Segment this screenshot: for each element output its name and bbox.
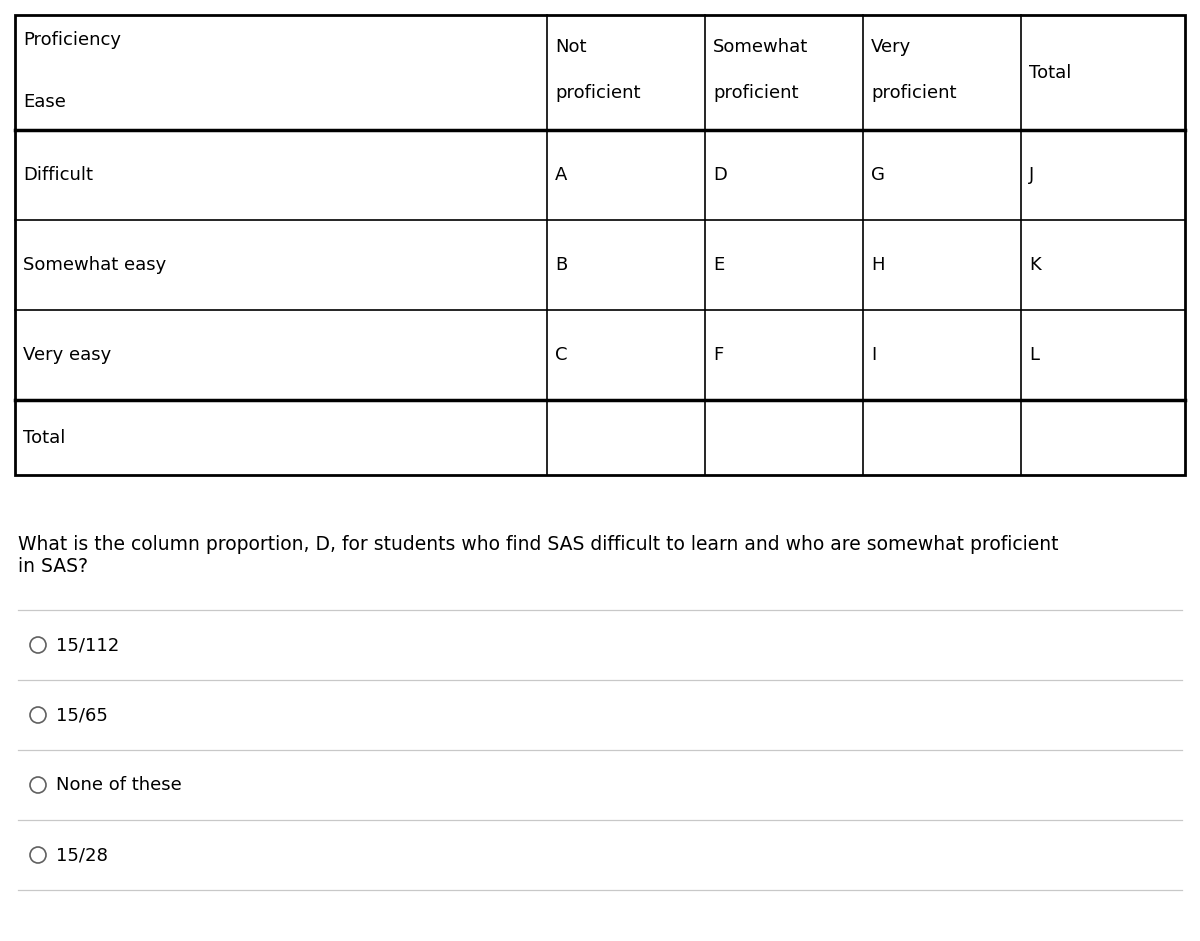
Text: I: I: [871, 346, 876, 364]
Text: Ease: Ease: [23, 93, 66, 111]
Text: proficient: proficient: [556, 84, 641, 103]
Text: D: D: [713, 166, 727, 184]
Text: J: J: [1030, 166, 1034, 184]
Text: None of these: None of these: [56, 776, 181, 794]
Text: Somewhat easy: Somewhat easy: [23, 256, 167, 274]
Text: proficient: proficient: [713, 84, 799, 103]
Text: Difficult: Difficult: [23, 166, 94, 184]
Text: H: H: [871, 256, 884, 274]
Text: C: C: [556, 346, 568, 364]
Text: Total: Total: [23, 428, 65, 446]
Text: Proficiency: Proficiency: [23, 31, 121, 49]
Text: L: L: [1030, 346, 1039, 364]
Text: What is the column proportion, D, for students who find SAS difficult to learn a: What is the column proportion, D, for st…: [18, 535, 1058, 576]
Text: F: F: [713, 346, 724, 364]
Text: Total: Total: [1030, 63, 1072, 82]
Text: 15/28: 15/28: [56, 846, 108, 864]
Text: proficient: proficient: [871, 84, 956, 103]
Text: A: A: [556, 166, 568, 184]
Text: E: E: [713, 256, 725, 274]
Text: Very easy: Very easy: [23, 346, 112, 364]
Text: Not: Not: [556, 39, 587, 56]
Text: Somewhat: Somewhat: [713, 39, 809, 56]
Text: G: G: [871, 166, 886, 184]
Text: Very: Very: [871, 39, 912, 56]
Text: 15/65: 15/65: [56, 706, 108, 724]
Text: B: B: [556, 256, 568, 274]
Text: K: K: [1030, 256, 1040, 274]
Bar: [14, 15, 1186, 475]
Text: 15/112: 15/112: [56, 636, 119, 654]
